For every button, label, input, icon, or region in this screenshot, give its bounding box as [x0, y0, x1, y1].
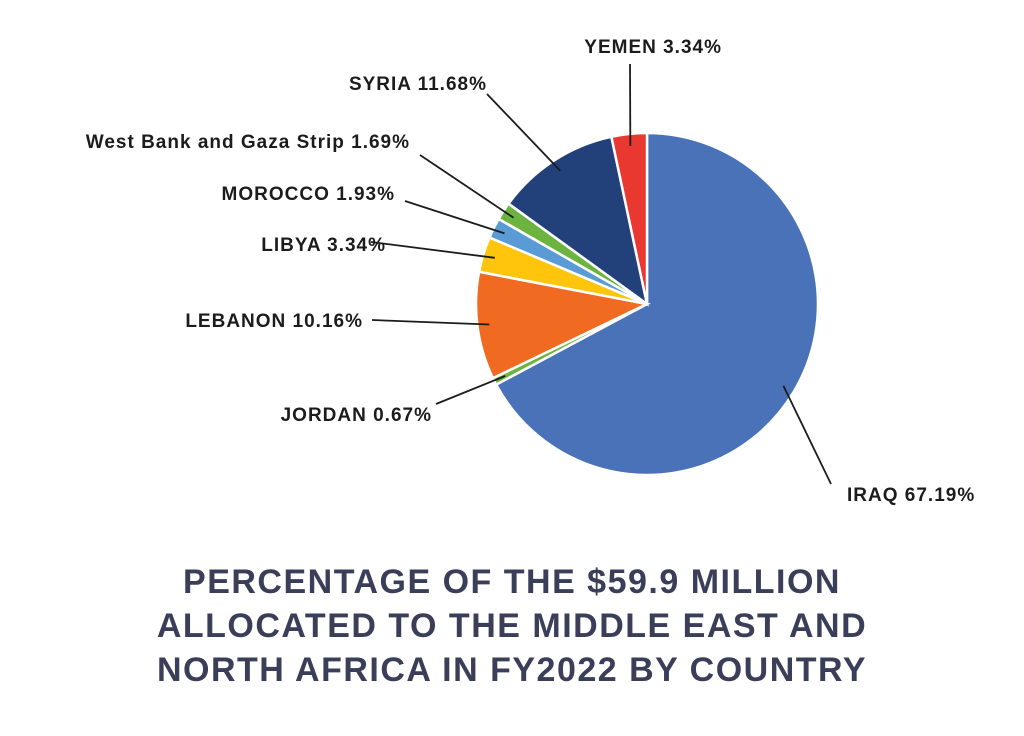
leader-line: [419, 154, 514, 219]
chart-title-line-2: ALLOCATED TO THE MIDDLE EAST AND: [156, 607, 868, 645]
slice-label-yemen: YEMEN 3.34%: [584, 37, 722, 58]
leader-line: [782, 385, 832, 485]
slice-label-morocco: MOROCCO 1.93%: [222, 184, 395, 205]
pie-slice-syria: [506, 135, 649, 307]
chart-title-line-3: NORTH AFRICA IN FY2022 BY COUNTRY: [156, 651, 868, 689]
chart-title: PERCENTAGE OF THE $59.9 MILLION ALLOCATE…: [0, 560, 1024, 692]
slice-label-libya: LIBYA 3.34%: [261, 235, 386, 256]
slice-label-jordan: JORDAN 0.67%: [281, 405, 432, 426]
slice-label-west-bank-and-gaza-strip: West Bank and Gaza Strip 1.69%: [86, 132, 410, 153]
chart-title-line-1: PERCENTAGE OF THE $59.9 MILLION: [183, 563, 841, 601]
leader-line: [486, 93, 561, 172]
pie-slice-yemen: [609, 131, 649, 305]
slice-label-syria: SYRIA 11.68%: [349, 74, 487, 95]
pie-slice-lebanon: [474, 270, 651, 380]
leader-line: [371, 319, 490, 326]
slice-label-iraq: IRAQ 67.19%: [847, 485, 975, 506]
leader-line: [370, 241, 495, 259]
pie-chart: IRAQ 67.19% JORDAN 0.67% LEBANON 10.16% LIB…: [86, 37, 975, 506]
pie-slice-iraq: [494, 131, 820, 477]
leader-line: [404, 200, 505, 235]
slice-label-lebanon: LEBANON 10.16%: [185, 311, 363, 332]
leader-line: [435, 375, 506, 405]
